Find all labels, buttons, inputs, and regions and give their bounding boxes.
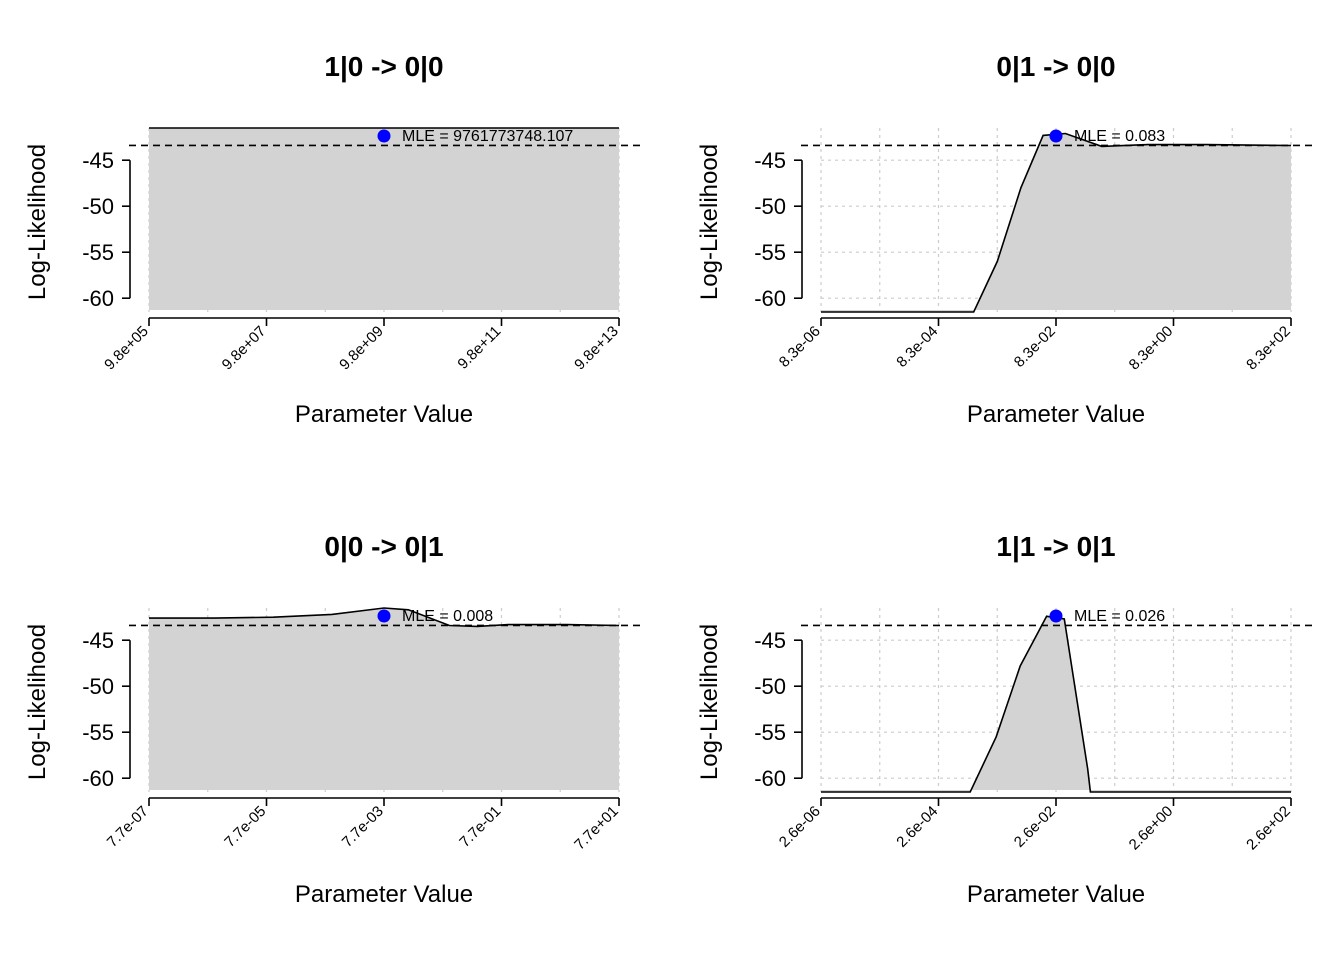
panel-2: MLE = 0.083-45-50-55-608.3e-06 8.3e-04 8.3… [696,51,1313,428]
y-tick-label: -45 [754,628,786,653]
x-axis: 2.6e-06 2.6e-04 2.6e-02 2.6e+00 2.6e+02 [776,797,1294,854]
y-tick-label: -55 [754,720,786,745]
y-tick-label: -55 [754,240,786,265]
panel-title: 1|1 -> 0|1 [996,531,1115,562]
likelihood-area [821,616,1291,792]
panel-title: 1|0 -> 0|0 [324,51,443,82]
panel-3: MLE = 0.008-45-50-55-607.7e-07 7.7e-05 7.7… [24,531,641,908]
likelihood-area [149,608,619,790]
likelihood-area [821,133,1291,312]
x-tick-label: 9.8e+05 [101,323,152,374]
y-tick-label: -50 [82,194,114,219]
panel-title: 0|1 -> 0|0 [996,51,1115,82]
mle-point [377,129,391,143]
x-tick-label: 2.6e-04 [893,803,941,851]
x-axis-label: Parameter Value [295,881,473,908]
y-tick-label: -55 [82,720,114,745]
y-axis-label: Log-Likelihood [24,624,51,780]
x-tick-label: 2.6e-06 [776,803,824,851]
x-tick-label: 9.8e+09 [336,323,387,374]
y-axis-label: Log-Likelihood [696,144,723,300]
mle-point [1049,129,1063,143]
x-axis: 8.3e-06 8.3e-04 8.3e-02 8.3e+00 8.3e+02 [776,317,1294,374]
y-axis: -45 -50 -55 -60 [754,628,803,791]
x-tick-label: 8.3e-04 [893,323,941,371]
x-tick-label: 8.3e-06 [776,323,824,371]
y-tick-label: -60 [754,286,786,311]
likelihood-line [149,607,620,628]
x-axis-label: Parameter Value [967,881,1145,908]
y-axis: -45 -50 -55 -60 [82,628,131,791]
x-axis-label: Parameter Value [295,401,473,428]
panel-1: MLE = 9761773748.107-45-50-55-609.8e+05 9… [24,51,641,428]
x-tick-label: 8.3e+02 [1243,323,1294,374]
mle-label: MLE = 9761773748.107 [402,128,573,145]
panel-4: MLE = 0.026-45-50-55-602.6e-06 2.6e-04 2.6… [696,531,1313,908]
y-axis-label: Log-Likelihood [24,144,51,300]
x-tick-label: 7.7e-07 [104,803,152,851]
x-tick-label: 2.6e-02 [1011,803,1059,851]
x-tick-label: 8.3e+00 [1126,323,1177,374]
x-tick-label: 8.3e-02 [1011,323,1059,371]
x-tick-label: 9.8e+11 [454,323,504,373]
y-tick-label: -60 [82,286,114,311]
y-tick-label: -45 [82,148,114,173]
mle-label: MLE = 0.026 [1074,608,1165,625]
mle-label: MLE = 0.083 [1074,128,1165,145]
y-axis: -45 -50 -55 -60 [754,148,803,311]
x-tick-label: 7.7e+01 [571,803,622,854]
panel-title: 0|0 -> 0|1 [324,531,443,562]
mle-label: MLE = 0.008 [402,608,493,625]
x-tick-label: 7.7e-05 [221,803,269,851]
x-tick-label: 9.8e+13 [571,323,622,374]
x-tick-label: 7.7e-03 [339,803,387,851]
x-axis-label: Parameter Value [967,401,1145,428]
x-axis: 9.8e+05 9.8e+07 9.8e+09 9.8e+11 9.8e+13 [101,317,622,374]
mle-point [1049,609,1063,623]
x-tick-label: 7.7e-01 [456,803,504,851]
y-tick-label: -45 [754,148,786,173]
y-tick-label: -60 [82,766,114,791]
y-tick-label: -45 [82,628,114,653]
y-axis-label: Log-Likelihood [696,624,723,780]
y-tick-label: -60 [754,766,786,791]
x-tick-label: 9.8e+07 [219,323,270,374]
y-axis: -45 -50 -55 -60 [82,148,131,311]
y-tick-label: -50 [82,674,114,699]
y-tick-label: -55 [82,240,114,265]
x-tick-label: 2.6e+02 [1243,803,1294,854]
y-tick-label: -50 [754,674,786,699]
likelihood-line [821,615,1291,793]
likelihood-area [149,128,619,310]
y-tick-label: -50 [754,194,786,219]
mle-point [377,609,391,623]
x-axis: 7.7e-07 7.7e-05 7.7e-03 7.7e-01 7.7e+01 [104,797,622,854]
x-tick-label: 2.6e+00 [1126,803,1177,854]
